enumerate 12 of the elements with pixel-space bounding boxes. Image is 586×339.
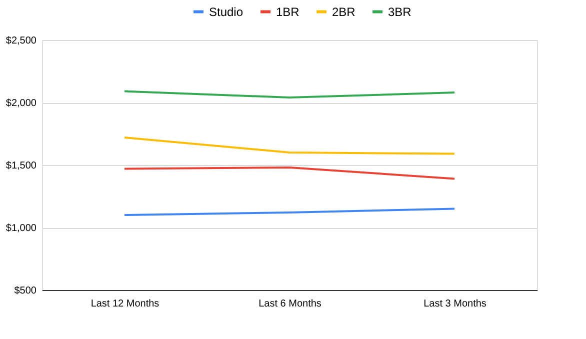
legend-label: Studio [209, 4, 244, 19]
legend-label: 2BR [332, 4, 356, 19]
legend-label: 3BR [388, 4, 412, 19]
x-tick-label: Last 3 Months [424, 298, 486, 310]
x-tick-label: Last 12 Months [90, 298, 160, 310]
y-tick-label: $2,500 [6, 36, 37, 46]
legend-label: 1BR [276, 4, 300, 19]
y-tick-label: $1,500 [6, 160, 37, 172]
y-tick-label: $1,000 [6, 223, 37, 234]
y-tick-label: $500 [14, 286, 37, 296]
x-tick-label: Last 6 Months [258, 298, 322, 310]
y-tick-label: $2,000 [6, 98, 37, 109]
